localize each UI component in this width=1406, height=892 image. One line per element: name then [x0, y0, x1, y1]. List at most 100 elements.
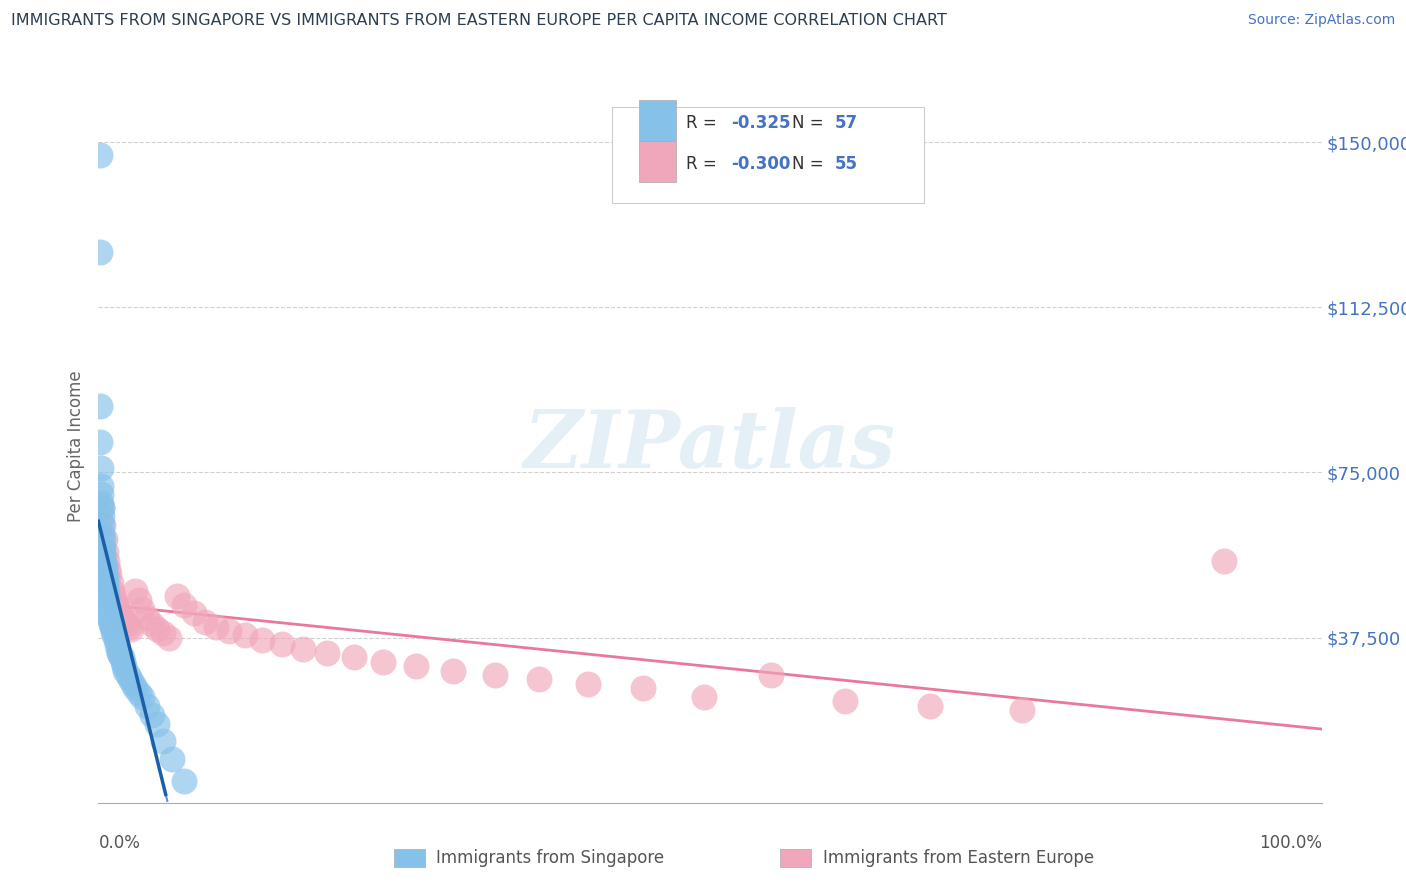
Point: [94, 575, 117, 590]
Point: [117, 668, 139, 682]
Point: [93, 532, 115, 546]
Point: [146, 716, 169, 731]
Point: [484, 668, 506, 682]
Point: [111, 650, 134, 665]
Point: [112, 659, 135, 673]
Text: Immigrants from Eastern Europe: Immigrants from Eastern Europe: [823, 849, 1094, 867]
Point: [101, 624, 124, 638]
Point: [194, 615, 217, 630]
Point: [1011, 703, 1033, 717]
Point: [107, 604, 129, 618]
Text: ZIPatlas: ZIPatlas: [524, 408, 896, 484]
Point: [920, 698, 942, 713]
Point: [183, 607, 205, 621]
Point: [89, 434, 111, 449]
Point: [146, 622, 169, 636]
Point: [166, 589, 188, 603]
Point: [96, 589, 118, 603]
Text: -0.300: -0.300: [731, 155, 790, 173]
Text: 0.0%: 0.0%: [98, 834, 141, 852]
Point: [91, 541, 114, 555]
Point: [270, 637, 294, 651]
Point: [131, 602, 153, 616]
Point: [761, 668, 783, 682]
Point: [128, 686, 150, 700]
Point: [91, 545, 114, 559]
Point: [173, 598, 195, 612]
Point: [100, 615, 122, 630]
Point: [108, 646, 131, 660]
Point: [101, 584, 124, 599]
Point: [90, 461, 112, 475]
Point: [115, 617, 138, 632]
Point: [136, 698, 159, 713]
Point: [252, 632, 274, 647]
Point: [91, 549, 114, 563]
Point: [112, 615, 135, 630]
Point: [91, 500, 114, 515]
Point: [152, 626, 174, 640]
Point: [233, 628, 256, 642]
Point: [91, 527, 114, 541]
Point: [97, 562, 120, 576]
Point: [111, 655, 134, 669]
Point: [96, 598, 118, 612]
Point: [441, 664, 464, 678]
Point: [94, 584, 117, 599]
Point: [527, 673, 550, 687]
Point: [89, 245, 111, 260]
Point: [121, 677, 143, 691]
Text: 57: 57: [835, 114, 858, 132]
Point: [405, 659, 427, 673]
Point: [111, 613, 134, 627]
Point: [91, 518, 114, 533]
Point: [124, 584, 146, 599]
Point: [205, 619, 228, 633]
Point: [114, 664, 136, 678]
Point: [128, 593, 150, 607]
Point: [104, 598, 127, 612]
Point: [97, 607, 120, 621]
Point: [120, 622, 142, 636]
Point: [91, 509, 114, 524]
Point: [101, 619, 124, 633]
Point: [136, 611, 159, 625]
Point: [693, 690, 716, 704]
Point: [91, 532, 114, 546]
Point: [110, 648, 132, 663]
Point: [97, 602, 120, 616]
Point: [96, 553, 118, 567]
Point: [93, 562, 115, 576]
Point: [631, 681, 654, 696]
Point: [100, 575, 122, 590]
FancyBboxPatch shape: [640, 100, 676, 141]
Text: N =: N =: [792, 114, 830, 132]
Point: [291, 641, 314, 656]
Point: [124, 681, 146, 696]
Point: [96, 593, 118, 607]
Point: [98, 611, 121, 625]
Point: [90, 496, 112, 510]
Point: [101, 589, 124, 603]
Point: [107, 641, 129, 656]
Point: [94, 571, 117, 585]
Point: [89, 148, 111, 162]
Point: [131, 690, 153, 704]
Point: [91, 518, 114, 533]
Point: [173, 773, 195, 788]
Point: [834, 694, 856, 708]
Point: [120, 673, 142, 687]
Text: N =: N =: [792, 155, 830, 173]
Point: [104, 632, 127, 647]
Point: [93, 558, 115, 572]
Point: [576, 677, 599, 691]
Y-axis label: Per Capita Income: Per Capita Income: [67, 370, 86, 522]
Point: [94, 580, 117, 594]
Point: [91, 553, 114, 567]
Point: [105, 602, 128, 616]
Text: -0.325: -0.325: [731, 114, 790, 132]
Point: [103, 628, 125, 642]
Point: [373, 655, 395, 669]
Text: 55: 55: [835, 155, 858, 173]
Point: [93, 566, 115, 581]
